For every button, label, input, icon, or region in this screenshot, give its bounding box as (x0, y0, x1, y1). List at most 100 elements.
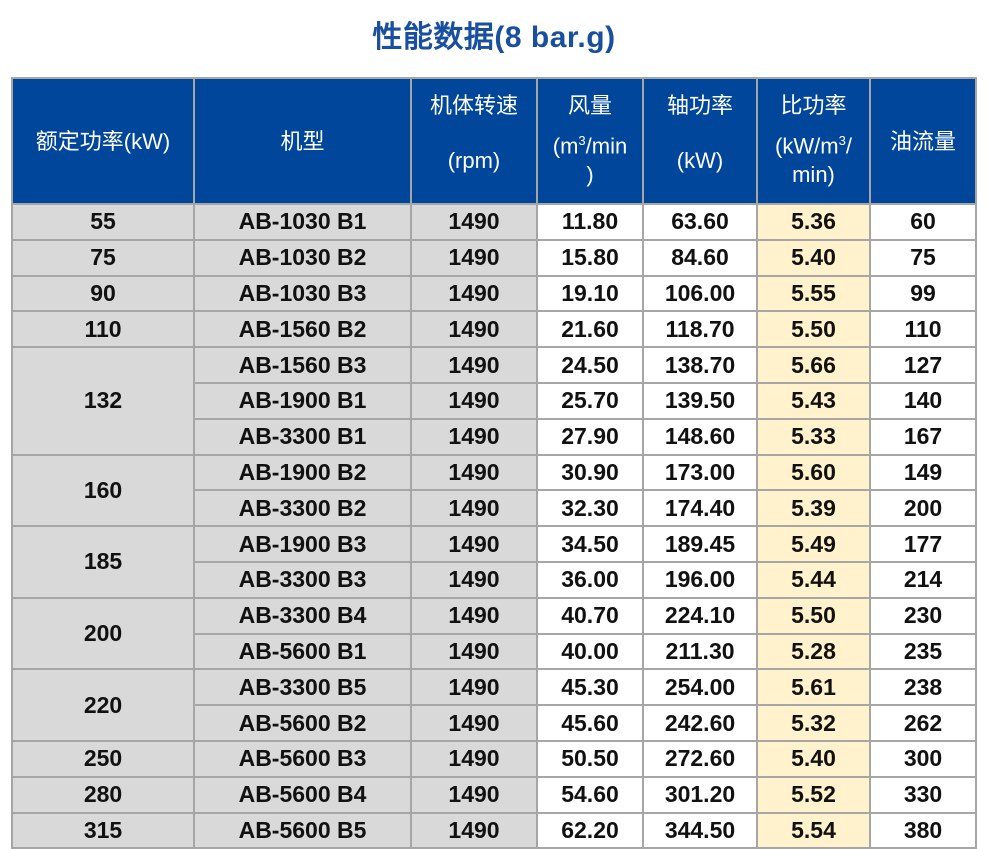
cell-model: AB-5600 B2 (193, 704, 412, 742)
header-speed-label: 机体转速 (429, 93, 518, 118)
cell-speed: 1490 (410, 346, 538, 384)
cell-specific-power: 5.40 (756, 238, 871, 277)
cell-specific-power: 5.39 (756, 489, 871, 528)
cell-specific-power: 5.36 (756, 203, 871, 241)
cell-oil-flow: 214 (869, 560, 977, 599)
cell-oil-flow: 149 (869, 453, 977, 492)
cell-shaft-power: 84.60 (642, 238, 758, 277)
header-flow-label: 风量 (567, 93, 612, 118)
cell-rated-power: 55 (11, 203, 195, 241)
cell-specific-power: 5.49 (756, 525, 871, 563)
cell-specific-power: 5.52 (756, 775, 871, 814)
cell-speed: 1490 (410, 632, 538, 671)
cell-speed: 1490 (410, 489, 538, 528)
cell-specific-power: 5.33 (756, 417, 871, 456)
cell-flow: 27.90 (536, 417, 644, 456)
cell-speed: 1490 (410, 310, 538, 349)
header-speed: 机体转速 (rpm) (410, 77, 538, 205)
cell-specific-power: 5.44 (756, 560, 871, 599)
table-row: 185 AB-1900 B3 1490 34.50 189.45 5.49 177 (11, 525, 977, 599)
cell-shaft-power: 138.70 (642, 346, 758, 384)
cell-oil-flow: 75 (869, 238, 977, 277)
cell-specific-power: 5.66 (756, 346, 871, 384)
cell-shaft-power: 189.45 (642, 525, 758, 563)
cell-speed: 1490 (410, 203, 538, 241)
cell-rated-power: 110 (11, 310, 195, 349)
cell-shaft-power: 211.30 (642, 632, 758, 671)
cell-oil-flow: 60 (869, 203, 977, 241)
table-row: 55 AB-1030 B1 1490 11.80 63.60 5.36 60 (11, 203, 977, 241)
performance-table: 额定功率(kW) 机型 机体转速 (rpm) 风量 (m3/min ) 轴功率 … (11, 77, 977, 849)
header-oil: 油流量 (869, 77, 977, 205)
cell-model: AB-3300 B1 (193, 417, 412, 456)
cell-flow: 15.80 (536, 238, 644, 277)
header-flow-unit: (m3/min (552, 133, 628, 159)
cell-flow: 36.00 (536, 560, 644, 599)
cell-model: AB-3300 B3 (193, 560, 412, 599)
cell-speed: 1490 (410, 668, 538, 707)
header-shaft: 轴功率 (kW) (642, 77, 758, 205)
cell-rated-power: 200 (11, 596, 195, 671)
cell-rated-power: 250 (11, 739, 195, 778)
table-row: 220 AB-3300 B5 1490 45.30 254.00 5.61 238 (11, 668, 977, 742)
cell-model: AB-1560 B2 (193, 310, 412, 349)
cell-shaft-power: 254.00 (642, 668, 758, 707)
table-row: AB-5600 B1 1490 40.00 211.30 5.28 235 (12, 632, 977, 671)
cell-flow: 45.30 (536, 668, 644, 707)
cell-speed: 1490 (410, 596, 538, 635)
cell-model: AB-3300 B5 (193, 668, 412, 707)
cell-model: AB-1030 B1 (193, 203, 412, 241)
cell-model: AB-1030 B3 (193, 274, 412, 313)
cell-model: AB-1900 B1 (193, 381, 412, 420)
cell-speed: 1490 (410, 238, 538, 277)
cell-speed: 1490 (410, 739, 538, 778)
header-shaft-label: 轴功率 (666, 93, 733, 118)
header-specific-unit: (kW/m3/ (775, 133, 852, 159)
header-specific-label: 比功率 (780, 93, 847, 118)
cell-specific-power: 5.43 (756, 381, 871, 420)
header-shaft-unit: (kW) (676, 148, 724, 173)
cell-flow: 34.50 (536, 525, 644, 563)
cell-flow: 45.60 (536, 704, 644, 742)
cell-speed: 1490 (410, 811, 538, 849)
cell-flow: 40.00 (536, 632, 644, 671)
cell-speed: 1490 (410, 560, 538, 599)
cell-oil-flow: 380 (869, 811, 977, 849)
table-row: 200 AB-3300 B4 1490 40.70 224.10 5.50 230 (11, 596, 977, 671)
cell-specific-power: 5.32 (756, 704, 871, 742)
cell-shaft-power: 174.40 (642, 489, 758, 528)
cell-oil-flow: 99 (869, 274, 977, 313)
table-row: AB-3300 B2 1490 32.30 174.40 5.39 200 (12, 489, 977, 528)
table-row: 315 AB-5600 B5 1490 62.20 344.50 5.54 380 (11, 811, 977, 849)
cell-speed: 1490 (410, 704, 538, 742)
cell-shaft-power: 272.60 (642, 739, 758, 778)
cell-flow: 32.30 (536, 489, 644, 528)
table-row: AB-3300 B1 1490 27.90 148.60 5.33 167 (12, 417, 977, 456)
table-row: AB-3300 B3 1490 36.00 196.00 5.44 214 (12, 560, 977, 599)
cell-shaft-power: 106.00 (642, 274, 758, 313)
cell-flow: 54.60 (536, 775, 644, 814)
cell-model: AB-5600 B1 (193, 632, 412, 671)
cell-shaft-power: 148.60 (642, 417, 758, 456)
cell-flow: 24.50 (536, 346, 644, 384)
cell-shaft-power: 139.50 (642, 381, 758, 420)
table-row: 110 AB-1560 B2 1490 21.60 118.70 5.50 110 (11, 310, 977, 349)
cell-oil-flow: 200 (869, 489, 977, 528)
cell-rated-power: 185 (11, 525, 195, 599)
table-row: 75 AB-1030 B2 1490 15.80 84.60 5.40 75 (11, 238, 977, 277)
cell-shaft-power: 118.70 (642, 310, 758, 349)
cell-speed: 1490 (410, 453, 538, 492)
table-row: 280 AB-5600 B4 1490 54.60 301.20 5.52 330 (11, 775, 977, 814)
header-power: 额定功率(kW) (11, 77, 195, 205)
cell-specific-power: 5.50 (756, 310, 871, 349)
header-flow: 风量 (m3/min ) (536, 77, 644, 205)
cell-specific-power: 5.55 (756, 274, 871, 313)
table-row: 132 AB-1560 B3 1490 24.50 138.70 5.66 127 (11, 346, 977, 456)
cell-model: AB-1900 B2 (193, 453, 412, 492)
cell-specific-power: 5.40 (756, 739, 871, 778)
cell-specific-power: 5.28 (756, 632, 871, 671)
cell-shaft-power: 301.20 (642, 775, 758, 814)
cell-flow: 21.60 (536, 310, 644, 349)
header-model: 机型 (193, 77, 412, 205)
cell-speed: 1490 (410, 775, 538, 814)
